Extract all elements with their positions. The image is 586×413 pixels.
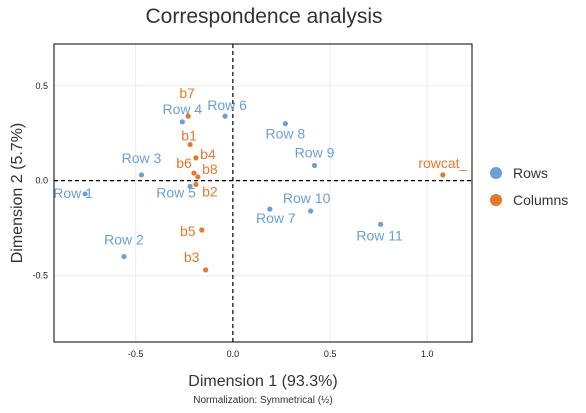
point-label: Row 8 <box>266 126 306 142</box>
rows-series: Row 1 Row 2 Row 3 Row 4 Row 5 Row 6 Row 7 Row 8… <box>53 97 403 260</box>
point-label: b8 <box>202 161 218 177</box>
data-point <box>440 172 446 178</box>
data-point <box>203 267 209 273</box>
data-point <box>195 174 201 180</box>
point-label: Row 7 <box>256 210 296 226</box>
point-label: b2 <box>202 183 218 199</box>
data-point <box>138 172 145 178</box>
y-axis-title: Dimension 2 (5.7%) <box>9 123 26 264</box>
x-tick-label: -0.5 <box>128 349 144 359</box>
point-label: Row 10 <box>283 190 331 206</box>
data-point <box>179 119 185 125</box>
point-label: b3 <box>184 249 200 265</box>
data-point <box>308 208 314 214</box>
legend-marker <box>490 167 502 179</box>
x-axis-title: Dimension 1 (93.3%) <box>188 373 337 390</box>
y-tick-label: 0.5 <box>35 81 48 91</box>
chart-title: Correspondence analysis <box>146 5 383 28</box>
point-label: b7 <box>179 85 195 101</box>
point-label: Row 5 <box>156 184 196 200</box>
data-point <box>185 113 191 119</box>
point-label: b6 <box>176 155 192 171</box>
point-label: b5 <box>180 223 196 239</box>
data-point <box>378 221 384 227</box>
data-point <box>282 121 288 127</box>
data-point <box>222 113 228 119</box>
data-point <box>191 170 197 176</box>
point-label: Row 4 <box>162 101 202 117</box>
data-point <box>193 155 199 161</box>
legend-label: Rows <box>513 165 548 181</box>
legend: Rows Columns <box>490 165 568 208</box>
point-label: b4 <box>200 146 216 162</box>
data-point <box>121 253 127 260</box>
point-label: Row 11 <box>356 227 403 243</box>
x-tick-label: 1.0 <box>421 349 434 359</box>
point-label: b1 <box>181 128 197 144</box>
data-point <box>193 181 199 188</box>
legend-label: Columns <box>513 192 568 208</box>
point-label: Row 1 <box>53 185 93 201</box>
plot-frame <box>53 43 473 343</box>
data-point <box>311 162 318 169</box>
data-point <box>187 183 193 189</box>
plot-background <box>54 44 472 342</box>
point-label: Row 9 <box>295 144 335 160</box>
data-point <box>82 191 88 197</box>
point-label: Row 2 <box>104 232 144 248</box>
point-label: Row 6 <box>207 97 247 113</box>
x-tick-label: 0.5 <box>324 349 337 359</box>
y-tick-label: 0.0 <box>35 176 48 186</box>
point-label: rowcat_ <box>418 155 467 171</box>
data-point <box>267 206 273 212</box>
normalization-footnote: Normalization: Symmetrical (½) <box>193 395 332 406</box>
data-point <box>187 141 193 148</box>
x-tick-label: 0.0 <box>227 349 240 359</box>
point-label: Row 3 <box>122 150 162 166</box>
y-tick-label: -0.5 <box>32 271 48 281</box>
legend-marker <box>490 194 502 206</box>
data-point <box>199 227 205 233</box>
